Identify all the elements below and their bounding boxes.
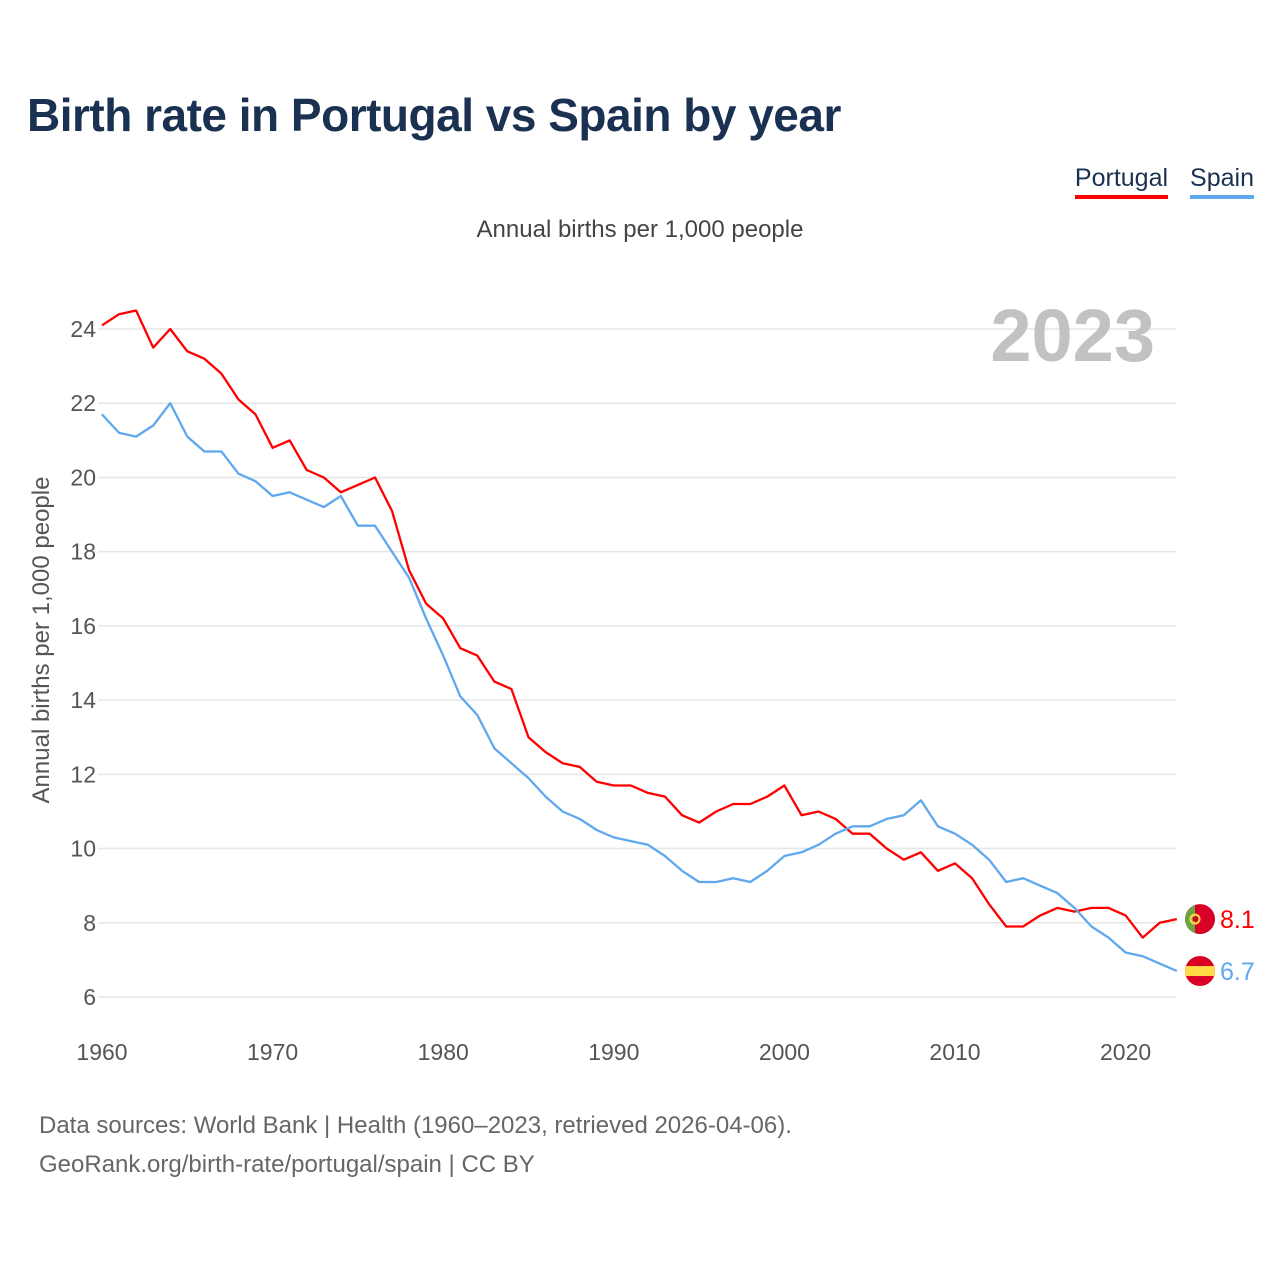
chart-subtitle: Annual births per 1,000 people [476, 216, 804, 243]
y-tick-label: 6 [83, 984, 96, 1010]
y-tick-label: 16 [70, 613, 96, 639]
y-tick-label: 14 [70, 687, 96, 713]
y-tick-label: 18 [70, 539, 96, 565]
series-line-portugal [101, 309, 1178, 939]
legend-item-portugal[interactable]: Portugal [1074, 164, 1169, 199]
y-tick-label: 24 [70, 316, 96, 342]
end-value-label-spain: 6.7 [1220, 958, 1255, 986]
x-tick-label: 2010 [929, 1039, 980, 1065]
legend: Portugal Spain [1074, 164, 1254, 199]
portugal-flag-icon [1185, 904, 1215, 935]
data-sources: Data sources: World Bank | Health (1960–… [39, 1112, 792, 1139]
legend-item-spain[interactable]: Spain [1190, 164, 1254, 199]
year-label: 2023 [990, 294, 1155, 377]
y-tick-label: 22 [70, 390, 96, 416]
x-tick-label: 1960 [76, 1039, 127, 1065]
footer: Data sources: World Bank | Health (1960–… [39, 1106, 792, 1184]
source-link[interactable]: GeoRank.org/birth-rate/portugal/spain | … [39, 1151, 535, 1178]
x-tick-label: 1980 [418, 1039, 469, 1065]
y-tick-label: 8 [83, 910, 96, 936]
spain-flag-icon [1185, 956, 1215, 987]
y-tick-label: 12 [70, 761, 96, 787]
x-tick-label: 1990 [588, 1039, 639, 1065]
chart-title: Birth rate in Portugal vs Spain by year [27, 89, 841, 141]
x-tick-label: 1970 [247, 1039, 298, 1065]
x-tick-label: 2020 [1100, 1039, 1151, 1065]
y-tick-label: 10 [70, 836, 96, 862]
x-tick-label: 2000 [759, 1039, 810, 1065]
y-tick-label: 20 [70, 464, 96, 490]
series-line-spain [101, 402, 1178, 973]
end-value-label-portugal: 8.1 [1220, 906, 1255, 934]
